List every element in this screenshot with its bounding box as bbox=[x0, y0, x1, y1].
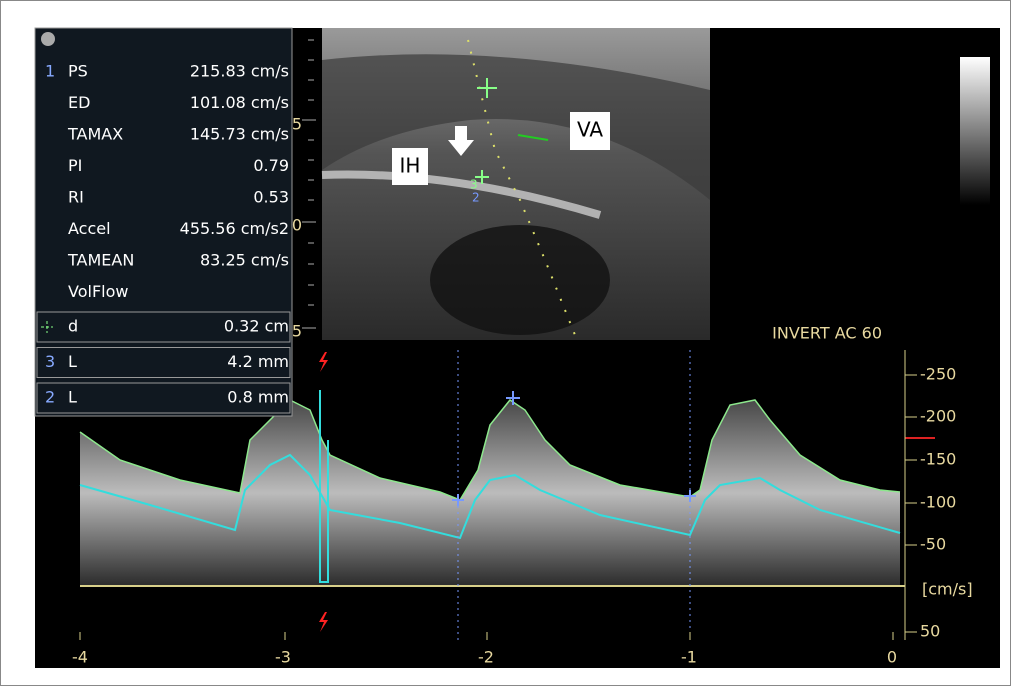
time-label: -4 bbox=[72, 648, 88, 667]
measure-label: RI bbox=[68, 188, 84, 207]
caliper-index: 3 bbox=[45, 352, 55, 371]
caliper-label: L bbox=[68, 352, 77, 371]
depth-mark: 0 bbox=[292, 216, 302, 235]
measure-value: 83.25 cm/s bbox=[200, 251, 289, 270]
time-label: -1 bbox=[681, 648, 697, 667]
caliper-mark: 3 bbox=[470, 178, 478, 192]
velocity-label: -100 bbox=[920, 493, 956, 512]
caliper-value: 4.2 mm bbox=[227, 352, 289, 371]
measure-value: 101.08 cm/s bbox=[190, 93, 289, 112]
measure-value: 455.56 cm/s2 bbox=[180, 219, 289, 238]
measure-label: VolFlow bbox=[68, 282, 128, 301]
velocity-label: -250 bbox=[920, 365, 956, 384]
measure-label: PS bbox=[68, 62, 88, 81]
caliper-label: L bbox=[68, 388, 77, 407]
measure-value: 0.53 bbox=[253, 188, 289, 207]
time-label: -2 bbox=[478, 648, 494, 667]
doppler-header: INVERT AC 60 bbox=[772, 324, 882, 343]
label-va: VA bbox=[577, 118, 603, 142]
depth-mark: 5 bbox=[292, 322, 302, 341]
measure-label: TAMAX bbox=[67, 125, 123, 144]
measure-value: 215.83 cm/s bbox=[190, 62, 289, 81]
caliper-value: 0.32 cm bbox=[224, 317, 289, 336]
velocity-label: -150 bbox=[920, 450, 956, 469]
group-index: 1 bbox=[45, 62, 55, 81]
velocity-label: -50 bbox=[920, 535, 946, 554]
measure-label: PI bbox=[68, 156, 82, 175]
ultrasound-screen: 1 PS 215.83 cm/s ED 101.08 cm/s TAMAX 145.73 c… bbox=[0, 0, 1011, 686]
measure-label: ED bbox=[68, 93, 90, 112]
time-label: -3 bbox=[275, 648, 291, 667]
caliper-index: 2 bbox=[45, 388, 55, 407]
velocity-label: 50 bbox=[920, 622, 940, 641]
velocity-unit: [cm/s] bbox=[922, 580, 973, 599]
measure-label: TAMEAN bbox=[67, 251, 134, 270]
measure-label: Accel bbox=[68, 219, 111, 238]
caliper-mark: 2 bbox=[472, 191, 480, 205]
bmode-image bbox=[322, 28, 710, 340]
depth-mark: 5 bbox=[292, 115, 302, 134]
velocity-label: -200 bbox=[920, 407, 956, 426]
grayscale-bar bbox=[960, 57, 990, 205]
caliper-value: 0.8 mm bbox=[227, 388, 289, 407]
caliper-label: d bbox=[68, 317, 78, 336]
label-ih: IH bbox=[400, 154, 421, 178]
panel-icon bbox=[41, 32, 55, 46]
time-label: 0 bbox=[887, 648, 897, 667]
measure-value: 0.79 bbox=[253, 156, 289, 175]
measure-value: 145.73 cm/s bbox=[190, 125, 289, 144]
